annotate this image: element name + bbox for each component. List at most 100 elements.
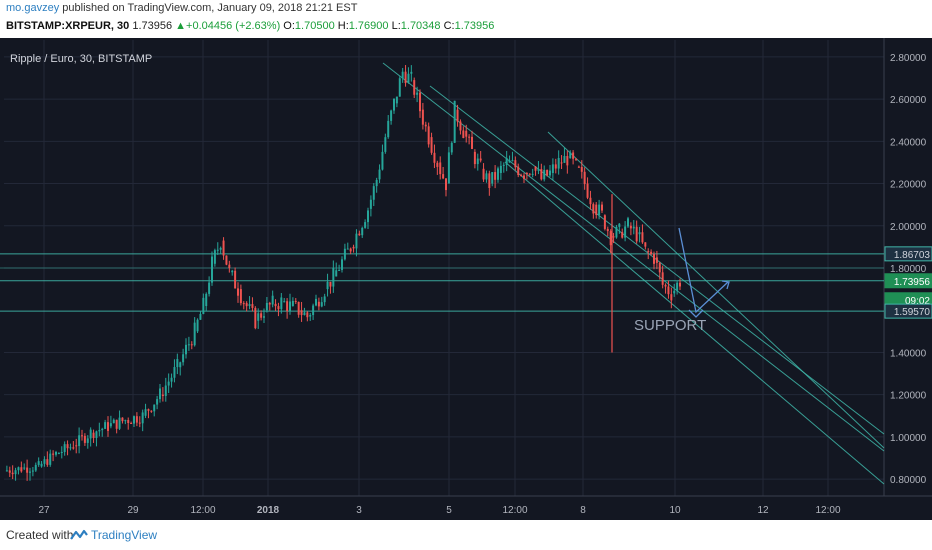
author-link[interactable]: mo.gavzey	[6, 2, 60, 14]
chart-background	[0, 38, 932, 520]
candle-body	[543, 169, 546, 180]
created-with-text: Created with	[6, 528, 74, 542]
projection-path	[678, 227, 729, 314]
candle-body	[294, 300, 297, 302]
candle-body	[49, 453, 52, 465]
candle-body	[621, 232, 624, 238]
candle-body	[650, 251, 653, 255]
candle-body	[537, 169, 540, 171]
candle-body	[364, 222, 367, 228]
candle-body	[98, 430, 101, 432]
candle-body	[81, 435, 83, 437]
candle-body	[112, 419, 115, 424]
candle-body	[557, 157, 560, 169]
candle-body	[190, 344, 193, 346]
candle-body	[592, 204, 595, 214]
candle-body	[381, 151, 384, 170]
tradingview-brand-link[interactable]: TradingView	[91, 528, 158, 542]
y-tick-label: 2.20000	[890, 180, 927, 191]
candle-body	[20, 467, 23, 472]
candle-body	[23, 467, 26, 469]
candle-body	[502, 164, 505, 166]
candle-body	[72, 447, 75, 449]
candle-body	[135, 416, 138, 423]
candle-body	[369, 199, 372, 209]
candle-body	[213, 250, 216, 264]
candle-body	[332, 267, 335, 287]
candle-body	[176, 358, 179, 368]
candle-body	[378, 169, 381, 180]
x-tick-label: 5	[446, 505, 452, 516]
candle-body	[69, 447, 72, 449]
candle-body	[635, 226, 638, 242]
price-label-support-box	[884, 303, 932, 319]
price-label-resistance: 1.86703	[894, 250, 931, 261]
candle-body	[66, 444, 69, 449]
candle-body	[109, 423, 112, 427]
candle-body	[170, 377, 173, 382]
candle-body	[517, 166, 520, 176]
candle-body	[346, 248, 349, 250]
candle-body	[228, 264, 231, 268]
candle-body	[260, 313, 263, 318]
candle-body	[468, 136, 471, 138]
candle-body	[641, 232, 644, 243]
candle-body	[222, 240, 225, 256]
candle-body	[459, 121, 462, 131]
x-tick-label: 3	[356, 505, 362, 516]
candle-body	[410, 71, 413, 74]
candle-body	[560, 162, 563, 164]
candle-body	[531, 173, 534, 175]
candle-body	[398, 78, 401, 97]
candle-body	[107, 422, 109, 431]
candle-body	[312, 305, 315, 316]
candle-body	[121, 417, 124, 422]
candle-body	[352, 246, 355, 249]
candle-body	[196, 319, 199, 332]
candle-body	[551, 164, 554, 173]
channel-line	[504, 161, 885, 485]
candle-body	[439, 162, 442, 175]
candle-body	[655, 257, 658, 263]
candle-body	[465, 130, 468, 137]
candle-body	[254, 307, 257, 329]
candle-body	[133, 416, 135, 424]
candle-body	[644, 242, 647, 247]
chart-area[interactable]: 27 29 12:00 2018 3 5 12:00 8 10 12 12:00 2.80000 2.6…	[0, 38, 932, 520]
candle-body	[274, 303, 277, 307]
candle-body	[57, 452, 60, 454]
candle-body	[86, 438, 89, 443]
candle-body	[242, 303, 245, 305]
y-tick-label: 1.20000	[890, 391, 927, 402]
candle-body	[150, 410, 153, 412]
candle-body	[679, 282, 681, 287]
candle-body	[618, 223, 621, 227]
candle-body	[436, 162, 439, 167]
y-tick-label: 2.80000	[890, 53, 927, 64]
candle-body	[424, 124, 427, 127]
candle-body	[101, 428, 104, 431]
candle-body	[609, 231, 612, 246]
candle-body	[29, 471, 31, 473]
x-tick-label: 8	[580, 505, 586, 516]
candle-body	[595, 204, 598, 215]
candle-body	[130, 422, 133, 424]
candle-body	[124, 420, 127, 422]
candle-body	[40, 463, 43, 467]
candle-body	[138, 422, 141, 424]
candle-body	[497, 168, 499, 180]
candle-body	[144, 409, 147, 416]
ohlc-bar: BITSTAMP:XRPEUR, 30 1.73956 ▲+0.04456 (+…	[6, 20, 494, 36]
price-chart[interactable]: 27 29 12:00 2018 3 5 12:00 8 10 12 12:00 2.80000 2.6…	[0, 38, 932, 520]
candle-body	[505, 158, 508, 165]
candle-body	[92, 432, 95, 439]
candle-body	[320, 302, 323, 307]
candle-body	[473, 151, 476, 165]
candle-body	[167, 381, 170, 386]
candle-body	[554, 164, 557, 169]
high-label: H:	[337, 20, 349, 32]
candle-body	[78, 435, 81, 447]
candle-body	[627, 218, 629, 227]
candle-body	[343, 248, 346, 260]
candle-body	[629, 225, 632, 229]
